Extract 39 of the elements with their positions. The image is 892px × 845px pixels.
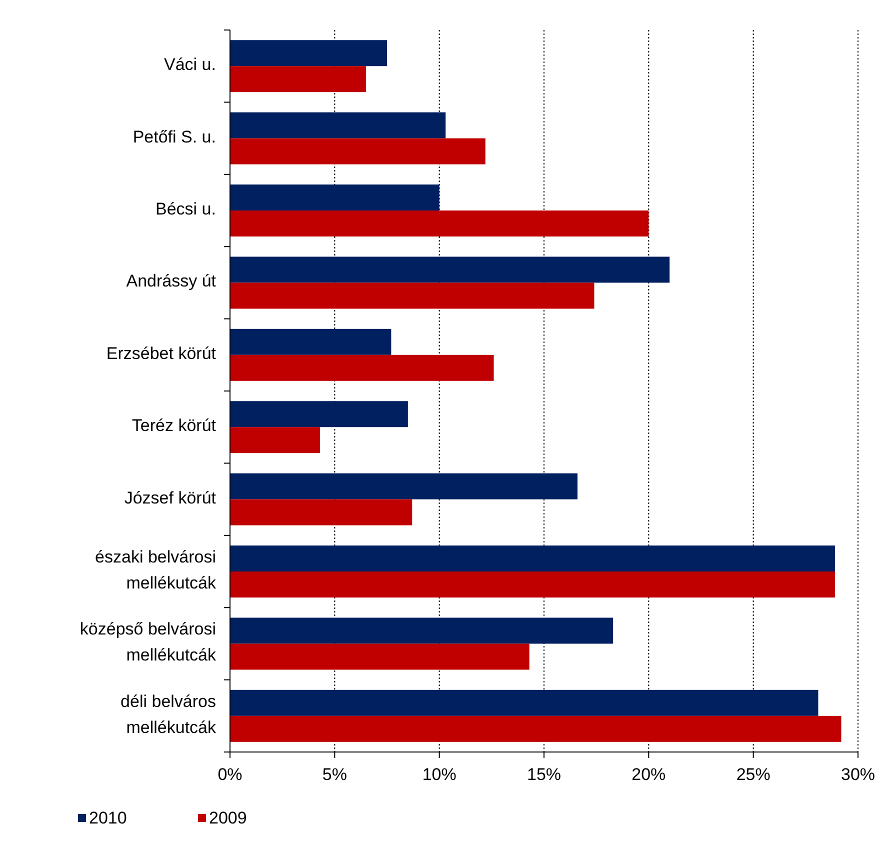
bar — [230, 716, 842, 742]
bar — [230, 138, 486, 164]
bar — [230, 618, 614, 644]
bar — [230, 644, 530, 670]
x-tick-label: 30% — [840, 765, 876, 784]
x-tick-label: 25% — [736, 765, 770, 784]
bar — [230, 184, 440, 210]
y-tick-label: Teréz körút — [132, 416, 216, 436]
y-tick-label: középső belvárosi mellékutcák — [80, 620, 216, 666]
x-tick-label: 10% — [422, 765, 456, 784]
bar — [230, 546, 835, 572]
bar — [230, 499, 412, 526]
bar — [230, 66, 366, 92]
x-tick-label: 20% — [632, 765, 666, 784]
bar — [230, 354, 494, 381]
x-tick-label: 15% — [526, 765, 562, 784]
x-tick-label: 5% — [322, 765, 347, 784]
bar — [230, 256, 670, 283]
y-tick-label: déli belváros mellékutcák — [120, 692, 216, 738]
y-tick-label: Petőfi S. u. — [132, 128, 216, 147]
x-tick-label: 0% — [218, 765, 242, 784]
legend-label: 2010 — [89, 808, 127, 828]
bar — [230, 112, 446, 138]
bar — [230, 210, 649, 236]
bar — [230, 572, 835, 598]
y-tick-label: Bécsi u. — [156, 200, 216, 219]
bar — [230, 328, 392, 355]
bar — [230, 427, 320, 454]
y-tick-label: Váci u. — [164, 56, 216, 75]
bar — [230, 40, 387, 66]
y-tick-label: Andrássy út — [126, 272, 216, 292]
bar — [230, 282, 594, 309]
y-tick-label: József körút — [124, 488, 216, 508]
y-tick-label: Erzsébet körút — [106, 344, 216, 364]
bar — [230, 473, 578, 500]
legend-label: 2009 — [209, 808, 247, 828]
y-tick-label: északi belvárosi mellékutcák — [95, 548, 216, 593]
bar — [230, 690, 818, 716]
bar — [230, 401, 408, 428]
